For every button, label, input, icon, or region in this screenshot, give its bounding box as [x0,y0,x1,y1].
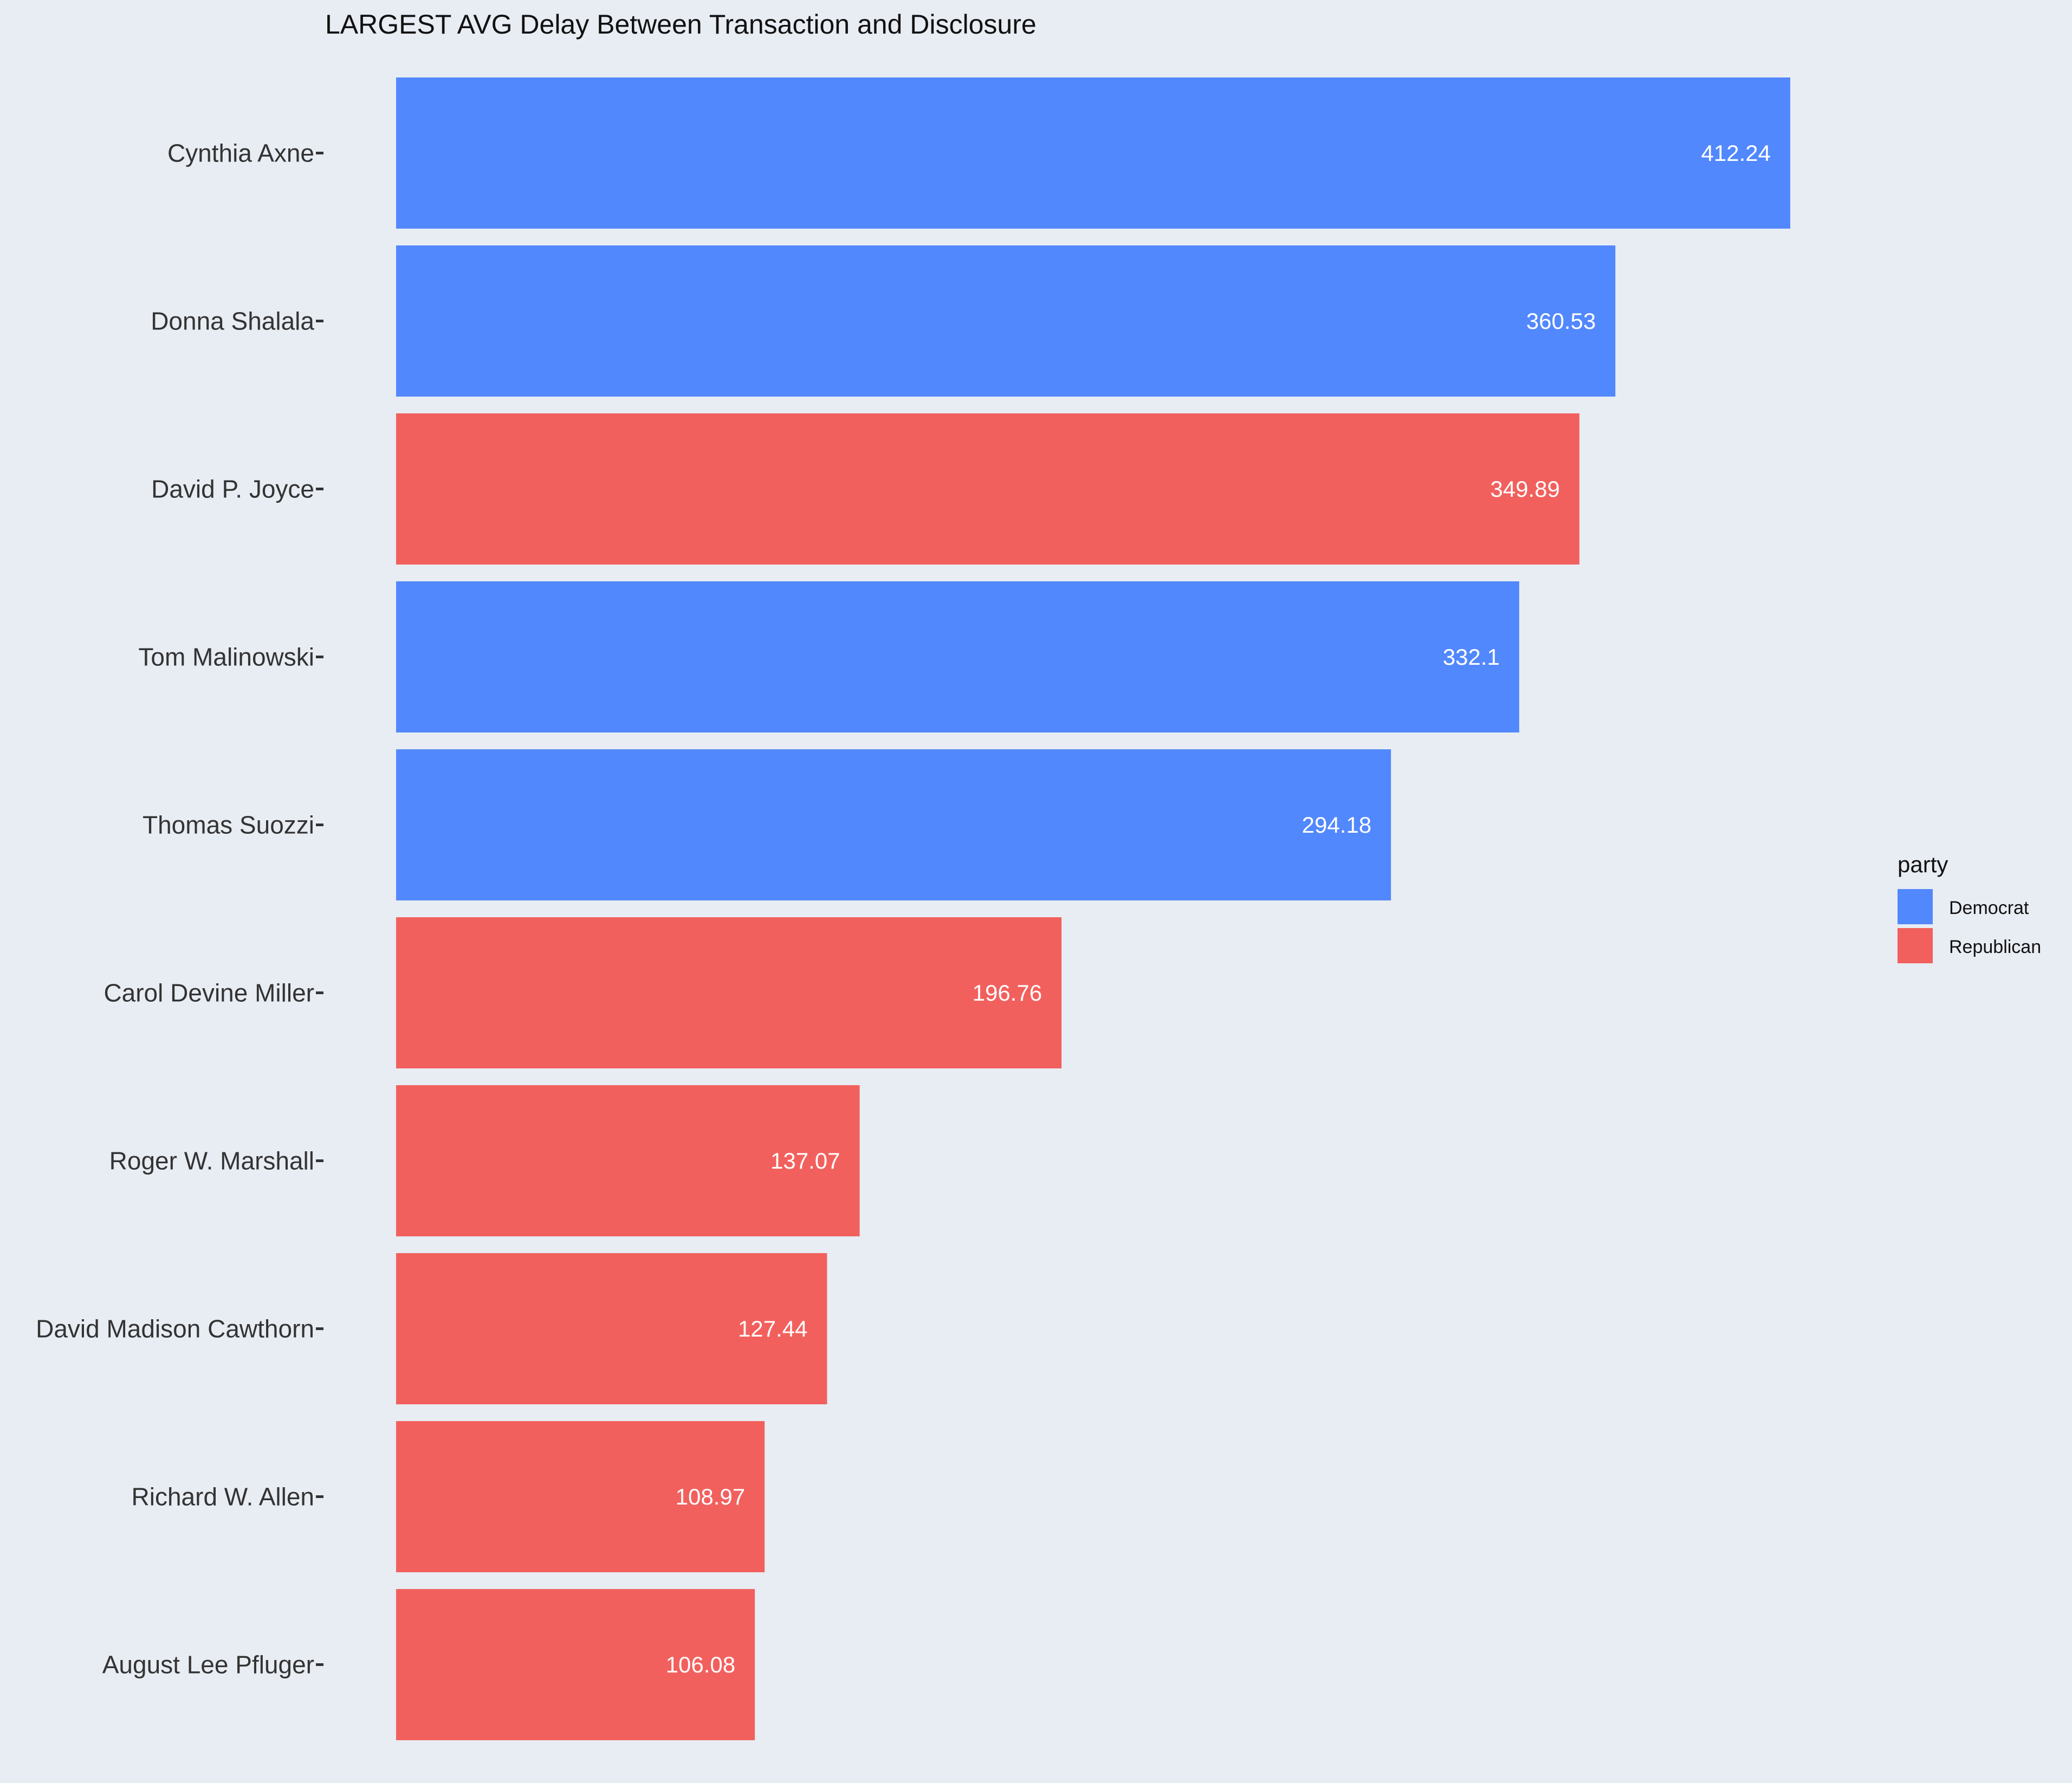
y-tick-label-10: August Lee Pfluger [102,1651,314,1679]
bar-8 [396,1253,827,1404]
y-tick-label-1: Cynthia Axne [167,139,314,167]
value-label-9: 108.97 [676,1484,745,1509]
bar-1 [396,77,1790,229]
value-label-8: 127.44 [738,1316,807,1341]
bar-2 [396,245,1616,397]
bar-7 [396,1085,860,1236]
y-tick-label-2: Donna Shalala [151,307,314,335]
legend-label-republican: Republican [1949,937,2041,957]
y-tick-label-5: Thomas Suozzi [143,811,314,839]
bar-6 [396,917,1062,1068]
value-label-3: 349.89 [1490,476,1559,502]
y-tick-label-9: Richard W. Allen [132,1483,314,1511]
bar-3 [396,413,1579,565]
legend-title: party [1898,852,1948,877]
value-label-6: 196.76 [973,980,1042,1006]
value-label-5: 294.18 [1302,812,1371,838]
value-label-2: 360.53 [1526,308,1596,334]
bars-group: 412.24 360.53 349.89 332.1 294.18 196.76 137.0… [396,77,1790,1740]
value-label-10: 106.08 [666,1652,735,1677]
value-label-4: 332.1 [1443,644,1500,670]
value-label-1: 412.24 [1701,140,1771,166]
y-labels-group: Cynthia Axne Donna Shalala David P. Joyce T… [36,139,323,1679]
bar-5 [396,749,1391,900]
y-tick-label-8: David Madison Cawthorn [36,1315,314,1343]
y-tick-label-3: David P. Joyce [151,475,314,503]
legend-swatch-republican [1898,928,1933,963]
bar-4 [396,581,1519,732]
y-tick-label-4: Tom Malinowski [138,643,314,671]
bar-10 [396,1589,755,1740]
legend: party Democrat Republican [1898,852,2041,963]
y-tick-label-7: Roger W. Marshall [109,1147,314,1175]
legend-label-democrat: Democrat [1949,898,2029,918]
bar-9 [396,1421,765,1572]
legend-swatch-democrat [1898,889,1933,924]
y-tick-label-6: Carol Devine Miller [103,979,314,1007]
chart-title: LARGEST AVG Delay Between Transaction an… [325,9,1037,40]
value-label-7: 137.07 [770,1148,840,1173]
